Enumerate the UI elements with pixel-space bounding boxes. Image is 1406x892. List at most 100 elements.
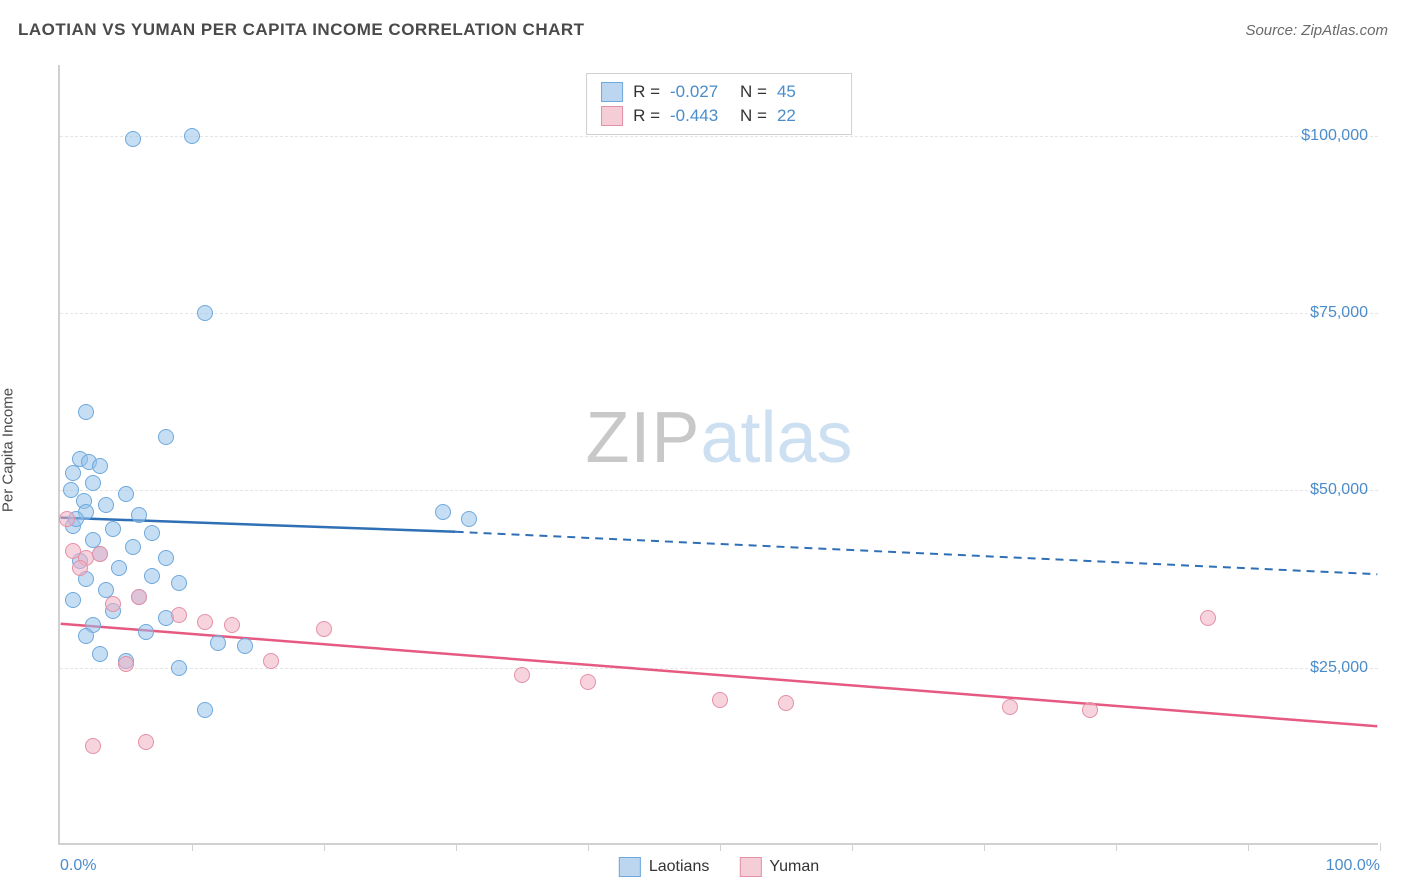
data-point xyxy=(316,621,332,637)
chart-source: Source: ZipAtlas.com xyxy=(1245,22,1388,39)
data-point xyxy=(105,596,121,612)
stat-n-label: N = xyxy=(740,106,767,126)
watermark-atlas: atlas xyxy=(700,398,852,478)
x-tick xyxy=(1248,843,1249,851)
data-point xyxy=(63,482,79,498)
trend-line-dashed xyxy=(456,532,1378,574)
data-point xyxy=(59,511,75,527)
data-point xyxy=(435,504,451,520)
data-point xyxy=(72,560,88,576)
data-point xyxy=(118,486,134,502)
y-tick-label: $75,000 xyxy=(1310,304,1368,322)
gridline xyxy=(60,668,1378,669)
gridline xyxy=(60,136,1378,137)
legend-item: Laotians xyxy=(619,857,710,877)
data-point xyxy=(514,667,530,683)
data-point xyxy=(1002,699,1018,715)
x-tick xyxy=(720,843,721,851)
data-point xyxy=(125,131,141,147)
data-point xyxy=(118,656,134,672)
data-point xyxy=(712,692,728,708)
x-tick xyxy=(324,843,325,851)
x-tick xyxy=(1116,843,1117,851)
stat-r-value: -0.027 xyxy=(670,82,730,102)
legend-swatch xyxy=(601,106,623,126)
data-point xyxy=(65,592,81,608)
chart-title: LAOTIAN VS YUMAN PER CAPITA INCOME CORRE… xyxy=(18,20,585,40)
legend-label: Yuman xyxy=(769,858,819,876)
legend-item: Yuman xyxy=(739,857,819,877)
gridline xyxy=(60,313,1378,314)
data-point xyxy=(197,305,213,321)
stats-legend-box: R = -0.027 N = 45 R = -0.443 N = 22 xyxy=(586,73,852,135)
trend-lines-svg xyxy=(60,65,1378,843)
data-point xyxy=(224,617,240,633)
stat-n-label: N = xyxy=(740,82,767,102)
stat-r-label: R = xyxy=(633,82,660,102)
data-point xyxy=(197,702,213,718)
data-point xyxy=(138,734,154,750)
legend-swatch xyxy=(739,857,761,877)
stat-n-value: 45 xyxy=(777,82,837,102)
stats-row: R = -0.027 N = 45 xyxy=(601,80,837,104)
data-point xyxy=(138,624,154,640)
x-tick xyxy=(984,843,985,851)
data-point xyxy=(98,497,114,513)
data-point xyxy=(65,465,81,481)
data-point xyxy=(105,521,121,537)
data-point xyxy=(92,646,108,662)
data-point xyxy=(78,628,94,644)
y-tick-label: $25,000 xyxy=(1310,659,1368,677)
stat-r-label: R = xyxy=(633,106,660,126)
data-point xyxy=(184,128,200,144)
data-point xyxy=(144,568,160,584)
stats-row: R = -0.443 N = 22 xyxy=(601,104,837,128)
watermark-zip: ZIP xyxy=(585,398,700,478)
bottom-legend: Laotians Yuman xyxy=(619,857,819,877)
data-point xyxy=(171,575,187,591)
y-tick-label: $100,000 xyxy=(1301,127,1368,145)
x-tick xyxy=(192,843,193,851)
data-point xyxy=(125,539,141,555)
data-point xyxy=(171,607,187,623)
data-point xyxy=(131,589,147,605)
x-tick xyxy=(1380,843,1381,851)
data-point xyxy=(158,550,174,566)
data-point xyxy=(580,674,596,690)
data-point xyxy=(111,560,127,576)
stat-r-value: -0.443 xyxy=(670,106,730,126)
plot-area: ZIPatlas R =-0.027N =45R =-0.443N =22 La… xyxy=(58,65,1378,845)
data-point xyxy=(92,458,108,474)
data-point xyxy=(92,546,108,562)
data-point xyxy=(197,614,213,630)
data-point xyxy=(131,507,147,523)
data-point xyxy=(210,635,226,651)
data-point xyxy=(1082,702,1098,718)
data-point xyxy=(1200,610,1216,626)
x-tick-label: 0.0% xyxy=(60,857,96,875)
x-tick-label: 100.0% xyxy=(1326,857,1380,875)
y-tick-label: $50,000 xyxy=(1310,481,1368,499)
legend-swatch xyxy=(619,857,641,877)
data-point xyxy=(85,738,101,754)
data-point xyxy=(171,660,187,676)
x-tick xyxy=(588,843,589,851)
x-tick xyxy=(852,843,853,851)
data-point xyxy=(158,429,174,445)
data-point xyxy=(144,525,160,541)
data-point xyxy=(237,638,253,654)
data-point xyxy=(461,511,477,527)
legend-swatch xyxy=(601,82,623,102)
stat-n-value: 22 xyxy=(777,106,837,126)
y-axis-label: Per Capita Income xyxy=(0,388,17,512)
data-point xyxy=(78,404,94,420)
x-tick xyxy=(456,843,457,851)
trend-line xyxy=(61,624,1378,727)
data-point xyxy=(85,475,101,491)
legend-label: Laotians xyxy=(649,858,710,876)
chart-header: LAOTIAN VS YUMAN PER CAPITA INCOME CORRE… xyxy=(18,20,1388,40)
data-point xyxy=(778,695,794,711)
gridline xyxy=(60,490,1378,491)
chart-container: Per Capita Income ZIPatlas R =-0.027N =4… xyxy=(18,55,1388,845)
watermark: ZIPatlas xyxy=(585,397,852,479)
